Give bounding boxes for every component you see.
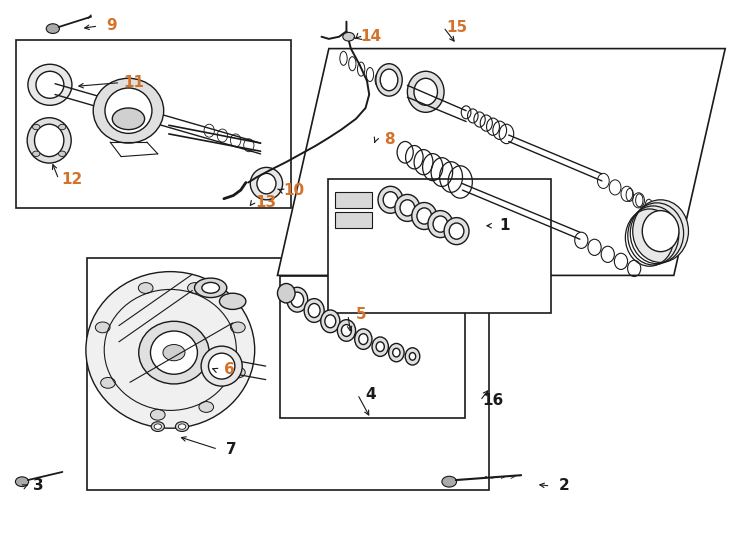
Text: 8: 8 xyxy=(384,132,394,147)
Circle shape xyxy=(230,322,245,333)
Ellipse shape xyxy=(407,71,444,112)
Text: 15: 15 xyxy=(446,19,467,35)
Ellipse shape xyxy=(139,321,209,384)
Ellipse shape xyxy=(202,282,219,293)
Circle shape xyxy=(59,151,66,157)
Ellipse shape xyxy=(250,167,283,200)
Ellipse shape xyxy=(277,284,295,303)
Circle shape xyxy=(138,282,153,293)
Circle shape xyxy=(46,24,59,33)
Ellipse shape xyxy=(112,108,145,130)
Circle shape xyxy=(95,322,110,333)
Ellipse shape xyxy=(412,202,437,230)
Ellipse shape xyxy=(36,71,64,98)
Ellipse shape xyxy=(201,346,242,386)
Text: 6: 6 xyxy=(224,362,234,377)
Bar xyxy=(335,192,372,208)
Text: 4: 4 xyxy=(366,387,376,402)
Circle shape xyxy=(154,424,161,429)
Circle shape xyxy=(188,282,203,293)
Circle shape xyxy=(163,345,185,361)
Ellipse shape xyxy=(86,272,255,428)
Ellipse shape xyxy=(34,124,64,157)
Ellipse shape xyxy=(642,211,679,252)
Ellipse shape xyxy=(428,211,453,238)
Ellipse shape xyxy=(633,200,688,262)
Ellipse shape xyxy=(376,342,385,352)
Ellipse shape xyxy=(378,186,403,213)
Ellipse shape xyxy=(93,78,164,143)
Ellipse shape xyxy=(444,218,469,245)
Circle shape xyxy=(230,367,245,378)
Circle shape xyxy=(32,151,40,157)
Ellipse shape xyxy=(105,88,152,133)
Polygon shape xyxy=(277,49,725,275)
Bar xyxy=(16,40,291,208)
Text: 5: 5 xyxy=(356,307,366,322)
Ellipse shape xyxy=(150,331,197,374)
Circle shape xyxy=(32,124,40,130)
Ellipse shape xyxy=(338,320,355,341)
Ellipse shape xyxy=(393,348,400,357)
Circle shape xyxy=(150,409,165,420)
Circle shape xyxy=(442,476,457,487)
Text: 1: 1 xyxy=(500,218,510,233)
Bar xyxy=(328,179,551,313)
Text: 11: 11 xyxy=(123,75,144,90)
Ellipse shape xyxy=(341,325,352,336)
Ellipse shape xyxy=(372,337,388,356)
Ellipse shape xyxy=(343,32,355,41)
Ellipse shape xyxy=(449,223,464,239)
Bar xyxy=(87,258,489,490)
Ellipse shape xyxy=(308,303,320,318)
Ellipse shape xyxy=(28,64,72,105)
Ellipse shape xyxy=(395,194,420,221)
Ellipse shape xyxy=(219,293,246,309)
Text: 10: 10 xyxy=(283,183,304,198)
Text: 2: 2 xyxy=(559,478,569,494)
Text: 7: 7 xyxy=(226,442,236,457)
Ellipse shape xyxy=(355,329,372,349)
Ellipse shape xyxy=(291,292,304,307)
Circle shape xyxy=(59,124,66,130)
Circle shape xyxy=(178,424,186,429)
Ellipse shape xyxy=(405,348,420,365)
Ellipse shape xyxy=(417,208,432,224)
Ellipse shape xyxy=(380,69,398,91)
Circle shape xyxy=(199,402,214,413)
Text: 9: 9 xyxy=(106,18,117,33)
Bar xyxy=(335,212,372,228)
Ellipse shape xyxy=(257,173,276,194)
Ellipse shape xyxy=(27,118,71,163)
Ellipse shape xyxy=(383,192,398,208)
Bar xyxy=(280,276,465,418)
Circle shape xyxy=(151,422,164,431)
Ellipse shape xyxy=(208,353,235,379)
Circle shape xyxy=(175,422,189,431)
Ellipse shape xyxy=(304,299,324,322)
Ellipse shape xyxy=(321,310,340,333)
Ellipse shape xyxy=(359,334,368,345)
Ellipse shape xyxy=(376,64,402,96)
Circle shape xyxy=(15,477,29,487)
Ellipse shape xyxy=(414,78,437,105)
Ellipse shape xyxy=(433,216,448,232)
Text: 3: 3 xyxy=(33,478,43,494)
Text: 13: 13 xyxy=(255,195,276,210)
Text: 14: 14 xyxy=(360,29,381,44)
Ellipse shape xyxy=(410,353,415,360)
Circle shape xyxy=(101,377,115,388)
Text: 16: 16 xyxy=(483,393,504,408)
Text: 12: 12 xyxy=(62,172,82,187)
Ellipse shape xyxy=(287,287,308,312)
Ellipse shape xyxy=(388,343,404,362)
Ellipse shape xyxy=(400,200,415,216)
Ellipse shape xyxy=(325,315,335,328)
Ellipse shape xyxy=(195,278,227,298)
